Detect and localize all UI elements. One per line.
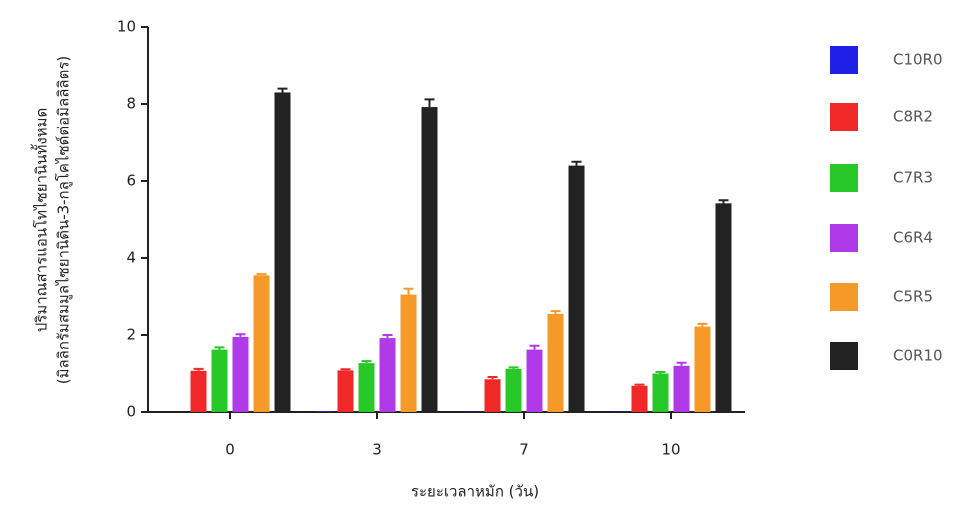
bar <box>695 327 711 412</box>
error-bar <box>530 346 540 350</box>
bar <box>632 386 648 412</box>
legend-swatch <box>830 342 858 370</box>
y-tick-label: 10 <box>117 18 136 36</box>
legend-swatch <box>830 46 858 74</box>
x-axis-title: ระยะเวลาหมัก (วัน) <box>411 483 539 501</box>
error-bar <box>236 334 246 337</box>
error-bar <box>425 99 435 107</box>
error-bar <box>719 200 729 203</box>
legend-label: C6R4 <box>893 229 933 247</box>
error-bar <box>257 274 267 275</box>
legend-swatch <box>830 164 858 192</box>
error-bar <box>488 377 498 379</box>
error-bar <box>509 367 519 369</box>
error-bar <box>383 335 393 338</box>
bar <box>548 314 564 412</box>
error-bar <box>362 361 372 363</box>
error-bar <box>215 347 225 349</box>
y-axis-title: ปริมาณสารแอนโทไซยานินทั้งหมด (มิลลิกรัมส… <box>31 56 73 385</box>
y-tick-label: 0 <box>126 403 136 421</box>
bar <box>359 363 375 412</box>
bar <box>485 379 501 412</box>
bar <box>716 203 732 412</box>
error-bar <box>278 89 288 93</box>
x-tick-label: 7 <box>519 441 529 459</box>
bar <box>527 350 543 412</box>
error-bar <box>698 324 708 327</box>
bar <box>254 275 270 412</box>
bar <box>233 337 249 412</box>
legend-label: C0R10 <box>893 347 943 365</box>
legend-label: C10R0 <box>893 51 943 69</box>
legend-swatch <box>830 103 858 131</box>
bar <box>338 370 354 412</box>
y-tick-label: 4 <box>126 249 136 267</box>
error-bar <box>341 369 351 370</box>
error-bar <box>551 311 561 314</box>
legend-label: C8R2 <box>893 108 933 126</box>
bar <box>653 374 669 413</box>
legend-label: C7R3 <box>893 169 933 187</box>
error-bar <box>677 363 687 366</box>
bar <box>191 371 207 412</box>
bar <box>674 366 690 412</box>
y-tick-label: 6 <box>126 172 136 190</box>
legend-swatch <box>830 224 858 252</box>
error-bar <box>404 289 414 295</box>
y-axis-title-line: ปริมาณสารแอนโทไซยานินทั้งหมด <box>31 108 51 333</box>
bar <box>401 295 417 412</box>
y-axis-title-line: (มิลลิกรัมสมมูลไซยานิดิน-3-กลูโคไซด์ต่อม… <box>55 56 73 385</box>
x-tick-label: 0 <box>225 441 235 459</box>
bar <box>317 411 333 412</box>
error-bar <box>656 372 666 374</box>
error-bar <box>635 385 645 386</box>
bar <box>506 369 522 412</box>
y-tick-label: 8 <box>126 95 136 113</box>
bar <box>212 350 228 412</box>
bar <box>275 92 291 412</box>
x-tick-label: 3 <box>372 441 382 459</box>
error-bar <box>572 162 582 166</box>
legend-label: C5R5 <box>893 288 933 306</box>
bar <box>380 338 396 412</box>
bar <box>422 107 438 412</box>
error-bar <box>194 369 204 371</box>
bar <box>569 166 585 412</box>
legend-swatch <box>830 283 858 311</box>
x-tick-label: 10 <box>661 441 680 459</box>
y-tick-label: 2 <box>126 326 136 344</box>
